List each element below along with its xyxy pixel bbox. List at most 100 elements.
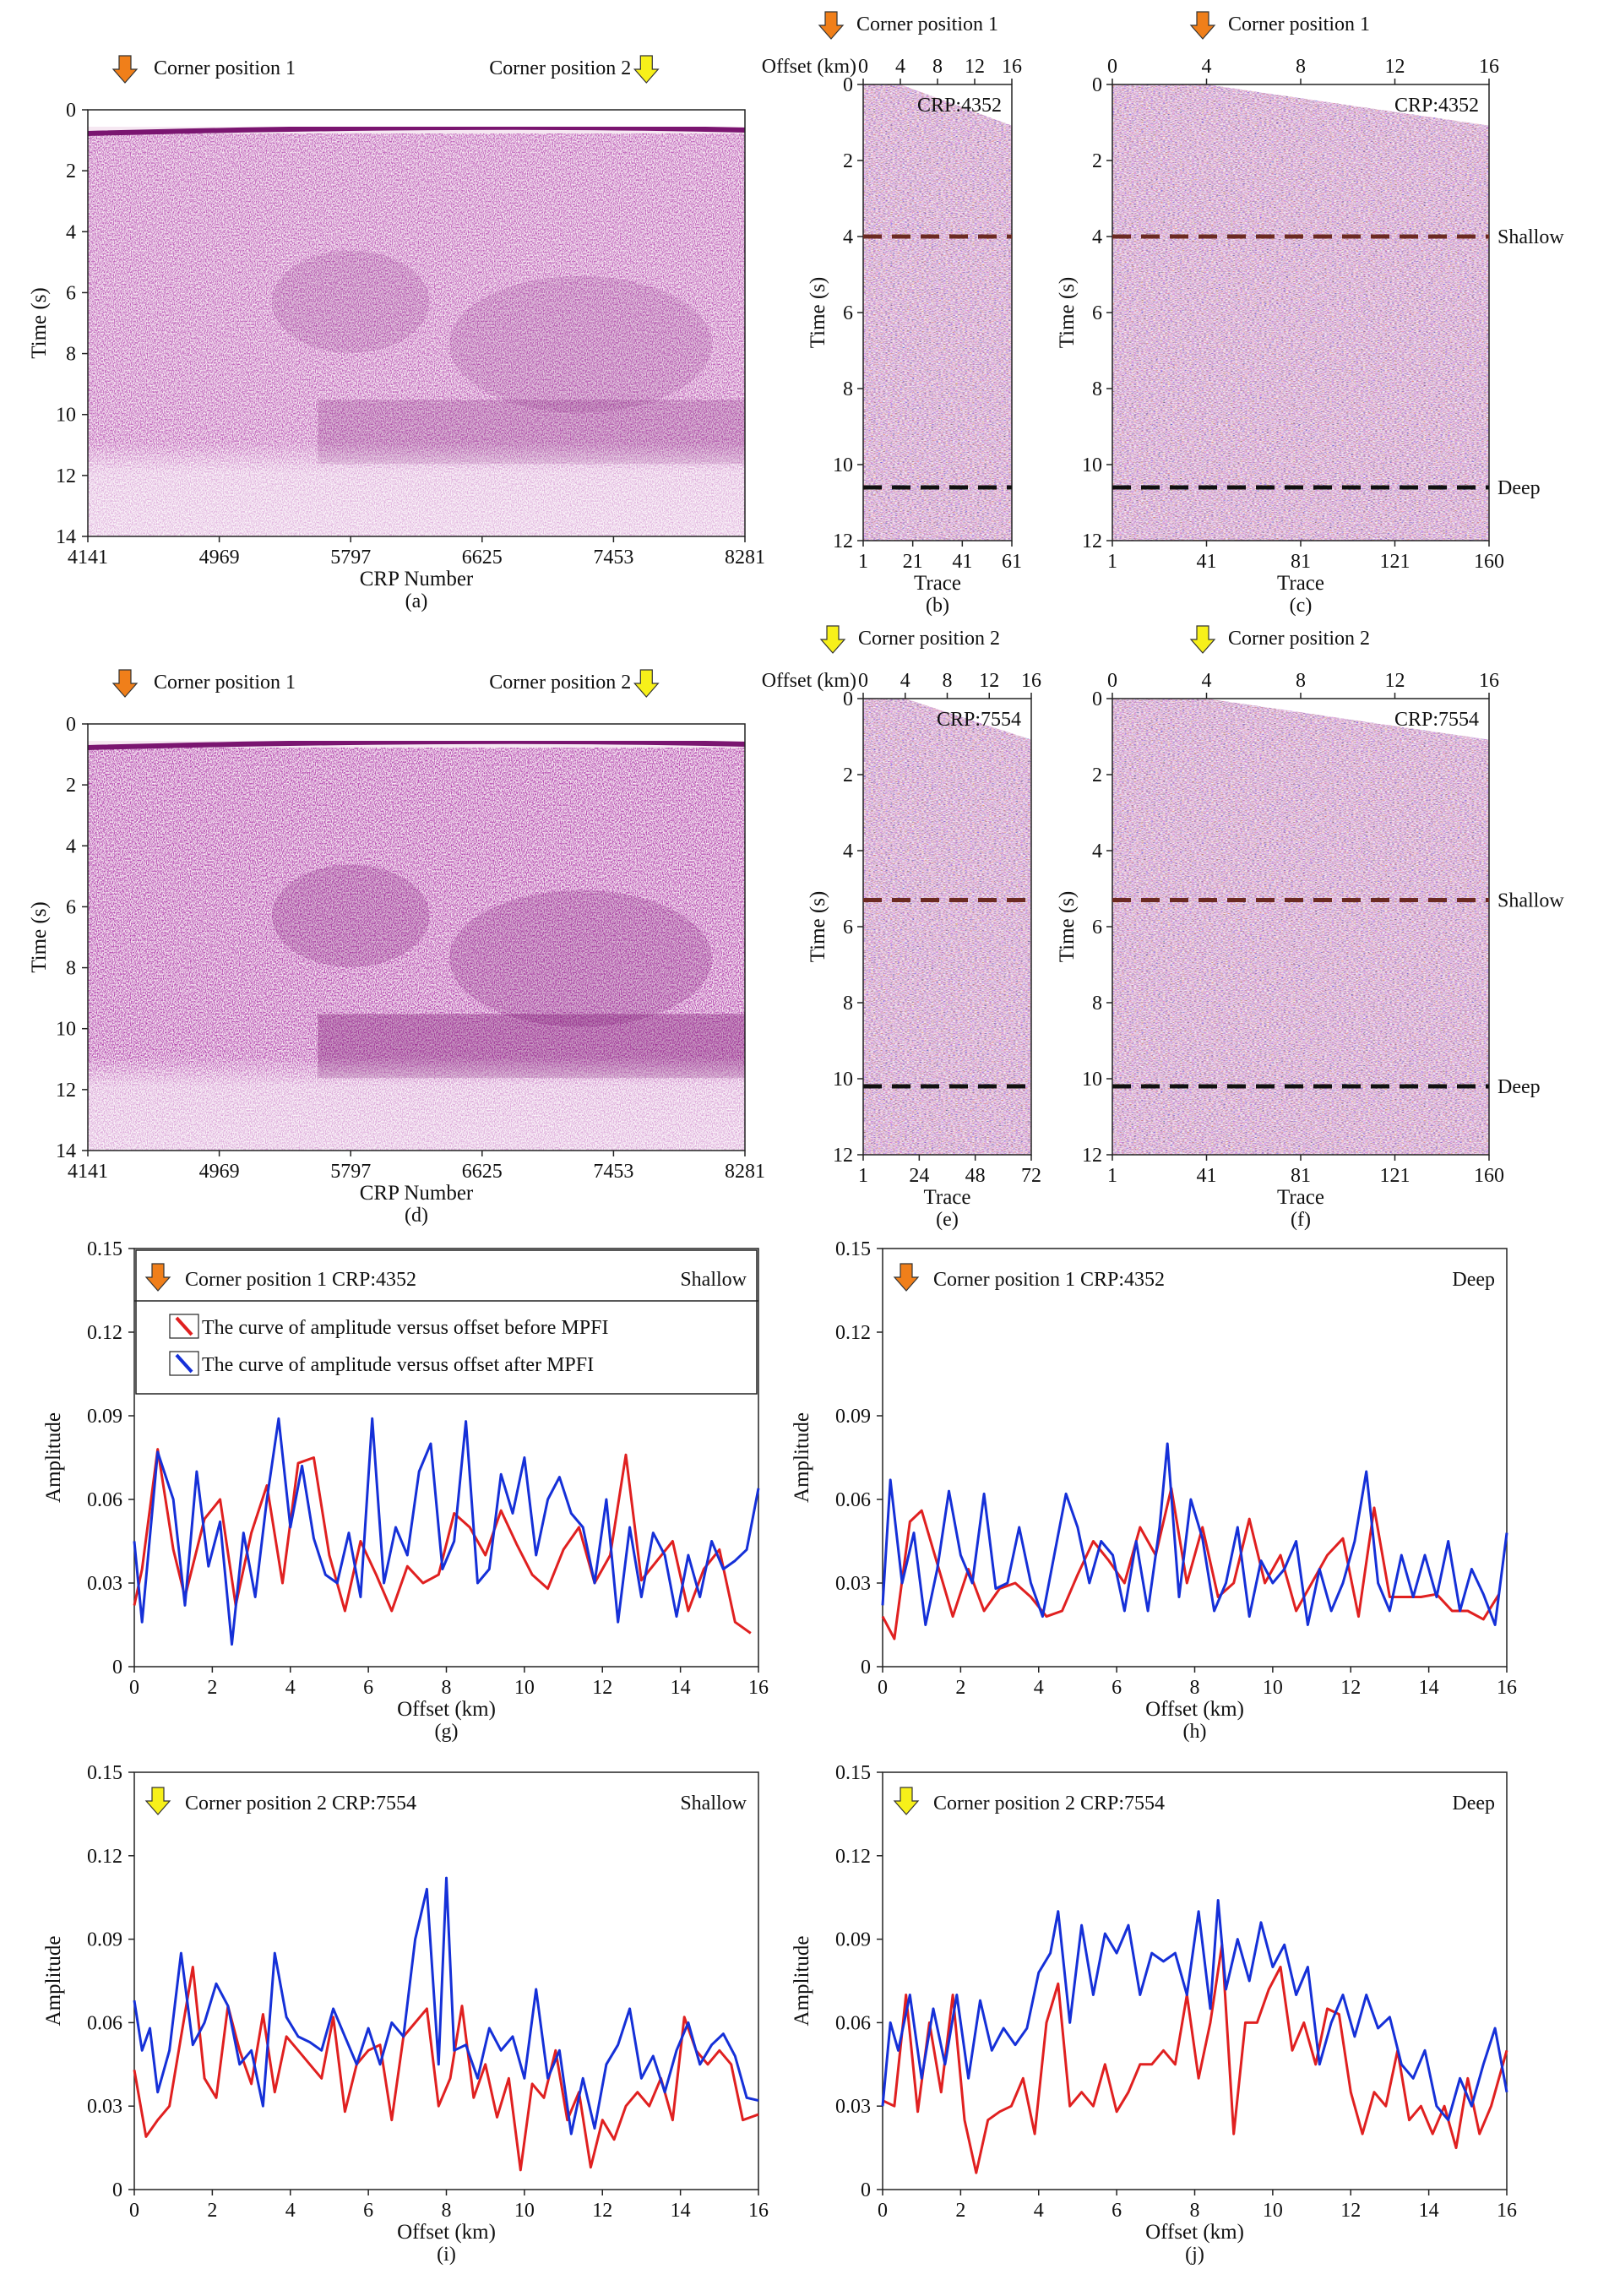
time-tick-label: 4 bbox=[66, 221, 76, 243]
panel-letter: (i) bbox=[437, 2244, 456, 2266]
crp-gather-panel: 0 2 4 6 8 10 12 Time (s) 1 41 81 121 160 Trace(c) 0 4 8 1… bbox=[1056, 11, 1564, 617]
trace-tick-label: 24 bbox=[909, 1165, 929, 1187]
trace-tick-label: 61 bbox=[1002, 551, 1022, 573]
time-tick-label: 4 bbox=[1092, 841, 1102, 862]
y-tick-label: 0.15 bbox=[87, 1238, 122, 1260]
trace-axis-label: Trace bbox=[1277, 572, 1324, 595]
y-tick-label: 0.03 bbox=[835, 1573, 871, 1595]
deep-annotation: Deep bbox=[1452, 1269, 1495, 1291]
x-tick-label: 10 bbox=[1263, 2200, 1283, 2222]
series-before-mpfi-line bbox=[133, 1966, 759, 2172]
y-axis-label: Amplitude bbox=[42, 1412, 65, 1503]
mute-wedge bbox=[1206, 84, 1489, 126]
y-tick-label: 0.06 bbox=[835, 2012, 871, 2034]
offset-tick-label: 0 bbox=[1107, 670, 1117, 692]
x-tick-label: 4 bbox=[1034, 2200, 1044, 2222]
x-tick-label: 8 bbox=[1190, 2200, 1200, 2222]
chart-title: Corner position 2 CRP:7554 bbox=[185, 1793, 416, 1814]
avo-chart: 0 0.03 0.06 0.09 0.12 0.15 0 2 4 6 8 10 12 14 16 Offset… bbox=[791, 1762, 1517, 2266]
time-tick-label: 2 bbox=[1092, 150, 1102, 172]
time-tick-label: 6 bbox=[66, 282, 76, 304]
legend-swatch-line bbox=[175, 1353, 193, 1374]
time-tick-label: 10 bbox=[833, 454, 853, 476]
y-tick-label: 0 bbox=[861, 2179, 871, 2201]
offset-tick-label: 16 bbox=[1021, 670, 1041, 692]
offset-tick-label: 12 bbox=[1385, 670, 1405, 692]
offset-tick-label: 16 bbox=[1002, 56, 1022, 78]
x-axis-label: Offset (km) bbox=[397, 2221, 496, 2244]
deep-fade bbox=[88, 110, 745, 536]
x-tick-label: 0 bbox=[878, 1677, 888, 1699]
legend-box bbox=[135, 1249, 758, 1395]
x-tick-label: 2 bbox=[207, 2200, 217, 2222]
x-tick-label: 14 bbox=[1419, 1677, 1439, 1699]
trace-axis-label: Trace bbox=[923, 1186, 970, 1209]
shallow-annotation: Shallow bbox=[680, 1793, 747, 1814]
trace-tick-label: 160 bbox=[1474, 551, 1504, 573]
crp-tick-label: 6625 bbox=[462, 1161, 503, 1183]
x-axis-label: Offset (km) bbox=[397, 1698, 496, 1721]
x-tick-label: 8 bbox=[442, 2200, 452, 2222]
x-tick-label: 4 bbox=[285, 2200, 296, 2222]
corner2-arrow-icon bbox=[1189, 625, 1216, 654]
trace-tick-label: 1 bbox=[858, 1165, 868, 1187]
y-tick-label: 0.09 bbox=[87, 1406, 122, 1428]
chart-frame bbox=[882, 1248, 1508, 1668]
crp-tick-label: 7453 bbox=[593, 1161, 633, 1183]
trace-axis-label: Trace bbox=[914, 572, 961, 595]
corner2-arrow-icon bbox=[633, 55, 660, 84]
y-tick-label: 0.06 bbox=[835, 1489, 871, 1511]
chart-frame bbox=[133, 1771, 759, 2190]
crp-label: CRP:4352 bbox=[1394, 95, 1479, 117]
crp-tick-label: 4141 bbox=[68, 1161, 108, 1183]
trace-tick-label: 41 bbox=[1197, 551, 1217, 573]
x-axis-label: Offset (km) bbox=[1145, 2221, 1244, 2244]
avo-chart: 0 0.03 0.06 0.09 0.12 0.15 0 2 4 6 8 10 12 14 16 Offset… bbox=[42, 1238, 769, 1743]
time-tick-label: 8 bbox=[843, 993, 853, 1015]
time-tick-label: 4 bbox=[1092, 226, 1102, 248]
y-tick-label: 0.03 bbox=[835, 2096, 871, 2118]
time-tick-label: 12 bbox=[56, 465, 76, 487]
deep-label: Deep bbox=[1497, 1076, 1541, 1098]
crp-tick-label: 5797 bbox=[330, 1161, 371, 1183]
time-tick-label: 10 bbox=[1082, 454, 1102, 476]
deep-label: Deep bbox=[1497, 477, 1541, 499]
corner-arrow-icon bbox=[893, 1787, 920, 1815]
offset-tick-label: 4 bbox=[1202, 56, 1212, 78]
legend-swatch-line bbox=[175, 1316, 193, 1336]
trace-tick-label: 81 bbox=[1291, 551, 1311, 573]
x-tick-label: 6 bbox=[1112, 2200, 1122, 2222]
time-tick-label: 0 bbox=[66, 100, 76, 122]
time-tick-label: 6 bbox=[1092, 302, 1102, 324]
offset-axis-label: Offset (km) bbox=[762, 670, 856, 692]
time-tick-label: 10 bbox=[833, 1069, 853, 1091]
gather-noise-texture bbox=[1112, 699, 1489, 1155]
shallow-label: Shallow bbox=[1497, 890, 1564, 912]
offset-tick-label: 0 bbox=[1107, 56, 1117, 78]
x-tick-label: 8 bbox=[1190, 1677, 1200, 1699]
time-tick-label: 2 bbox=[843, 150, 853, 172]
amplitude-charts-layer: 0 0.03 0.06 0.09 0.12 0.15 0 2 4 6 8 10 12 14 16 Offset… bbox=[42, 1238, 1517, 2266]
deep-annotation: Deep bbox=[1452, 1793, 1495, 1814]
x-tick-label: 16 bbox=[1497, 1677, 1517, 1699]
x-tick-label: 14 bbox=[671, 2200, 691, 2222]
time-axis-label: Time (s) bbox=[807, 277, 829, 349]
x-tick-label: 0 bbox=[878, 2200, 888, 2222]
time-tick-label: 6 bbox=[843, 917, 853, 939]
x-tick-label: 4 bbox=[285, 1677, 296, 1699]
x-tick-label: 6 bbox=[363, 2200, 373, 2222]
time-tick-label: 0 bbox=[1092, 688, 1102, 710]
time-tick-label: 0 bbox=[1092, 74, 1102, 96]
time-tick-label: 14 bbox=[56, 1140, 76, 1162]
y-tick-label: 0.12 bbox=[87, 1322, 122, 1344]
y-axis-label: Amplitude bbox=[42, 1936, 65, 2027]
crp-gather-panel: 0 2 4 6 8 10 12 Time (s) 1 21 41 61 Trace(b) 0 4 8 12 16 O… bbox=[762, 11, 1022, 617]
time-tick-label: 12 bbox=[833, 1145, 853, 1167]
time-tick-label: 2 bbox=[66, 775, 76, 797]
x-tick-label: 6 bbox=[1112, 1677, 1122, 1699]
corner1-label: Corner position 1 bbox=[1228, 14, 1370, 35]
time-tick-label: 2 bbox=[843, 764, 853, 786]
